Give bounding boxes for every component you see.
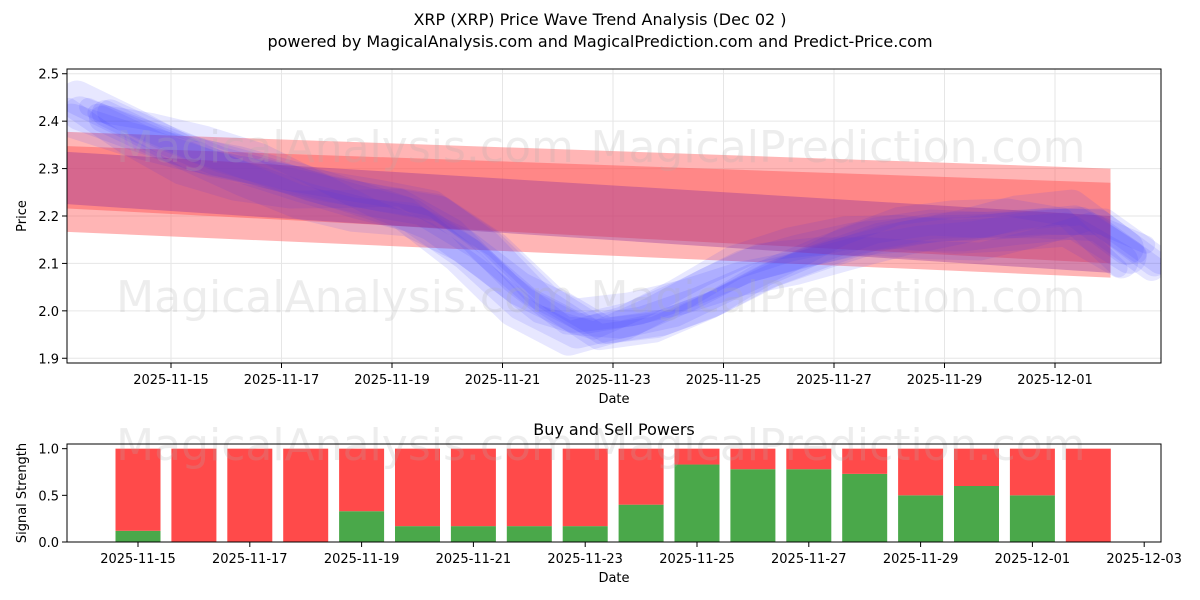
price-wave-band — [79, 97, 1147, 335]
sell-bar — [674, 448, 720, 465]
sell-bar — [842, 448, 888, 474]
price-y-tick-label: 2.4 — [38, 115, 59, 130]
power-x-tick-label: 2025-11-19 — [324, 552, 400, 567]
power-y-label: Signal Strength — [15, 443, 30, 543]
power-plot-frame — [66, 443, 1162, 543]
price-y-tick-label: 2.2 — [38, 210, 59, 225]
buy-bar — [506, 526, 552, 542]
price-wave-band — [91, 100, 1161, 345]
price-x-label: Date — [598, 392, 629, 407]
price-chart: MagicalAnalysis.com MagicalPrediction.co… — [15, 68, 1162, 407]
chart-subtitle: powered by MagicalAnalysis.com and Magic… — [267, 32, 932, 51]
watermark-prediction-top: MagicalPrediction.com — [591, 122, 1086, 173]
buy-bar — [1009, 495, 1055, 542]
buy-bar — [450, 526, 496, 542]
power-x-tick-label: 2025-11-29 — [883, 552, 959, 567]
sell-bar — [171, 448, 217, 542]
power-x-tick-label: 2025-11-21 — [436, 552, 512, 567]
sell-bar — [283, 448, 329, 542]
power-x-tick-label: 2025-11-15 — [100, 552, 176, 567]
chart-title: XRP (XRP) Price Wave Trend Analysis (Dec… — [413, 10, 786, 29]
buy-bar — [618, 504, 664, 542]
buy-bar — [115, 530, 161, 542]
sell-bar — [618, 448, 664, 505]
sell-bar — [450, 448, 496, 527]
power-x-tick-label: 2025-12-01 — [995, 552, 1071, 567]
power-x-tick-label: 2025-11-25 — [659, 552, 735, 567]
sell-bar — [115, 448, 161, 531]
price-wave-band — [97, 99, 1161, 344]
price-wave-band — [67, 96, 1147, 349]
price-y-tick-label: 1.9 — [38, 352, 59, 367]
trend-band-purple — [67, 151, 1111, 273]
power-y-tick-label: 0.5 — [38, 489, 59, 504]
sell-bar — [227, 448, 273, 542]
price-wave-layer — [67, 80, 1161, 356]
price-wave-band — [87, 103, 1156, 340]
buy-bar — [562, 526, 608, 542]
watermark-analysis-top: MagicalAnalysis.com — [116, 122, 574, 173]
sell-bar — [786, 448, 832, 470]
buy-bar — [339, 511, 385, 542]
sell-bar — [562, 448, 608, 527]
buy-bar — [674, 464, 720, 542]
power-x-tick-label: 2025-12-03 — [1106, 552, 1182, 567]
watermark-prediction-bottom: MagicalPrediction.com — [591, 420, 1086, 471]
price-wave-band — [67, 103, 1139, 356]
sell-bar — [1065, 448, 1111, 542]
price-x-tick-label: 2025-11-19 — [354, 373, 430, 388]
price-y-tick-label: 2.5 — [38, 68, 59, 83]
price-y-tick-label: 2.0 — [38, 305, 59, 320]
price-y-tick-label: 2.3 — [38, 163, 59, 178]
power-chart: Buy and Sell Powers MagicalAnalysis.com … — [15, 420, 1182, 586]
power-x-label: Date — [598, 571, 629, 586]
price-x-tick-label: 2025-11-29 — [907, 373, 983, 388]
watermark-analysis-mid: MagicalAnalysis.com — [116, 272, 574, 323]
price-x-ticks: 2025-11-15 2025-11-17 2025-11-19 2025-11-21… — [133, 363, 1093, 388]
price-x-tick-label: 2025-11-25 — [686, 373, 762, 388]
buy-bar — [954, 486, 999, 542]
price-y-ticks: 1.9 2.0 2.1 2.2 2.3 2.4 2.5 — [38, 68, 67, 367]
sell-bar — [506, 448, 552, 527]
sell-bar — [395, 448, 440, 527]
trend-band-red-inner — [67, 146, 1111, 264]
price-y-tick-label: 2.1 — [38, 257, 59, 272]
power-y-tick-label: 1.0 — [38, 443, 59, 458]
power-bars — [115, 448, 1111, 542]
buy-bar — [730, 469, 776, 542]
price-wave-band — [67, 97, 1128, 339]
price-x-tick-label: 2025-12-01 — [1017, 373, 1093, 388]
price-x-tick-label: 2025-11-17 — [244, 373, 320, 388]
power-x-tick-label: 2025-11-23 — [547, 552, 623, 567]
buy-bar — [898, 495, 944, 542]
sell-bar — [954, 448, 999, 486]
power-y-ticks: 0.0 0.5 1.0 — [38, 443, 67, 551]
price-wave-band — [88, 105, 1161, 351]
power-x-tick-label: 2025-11-27 — [771, 552, 847, 567]
power-chart-title: Buy and Sell Powers — [533, 420, 695, 439]
price-y-label: Price — [15, 200, 30, 232]
buy-bar — [842, 473, 888, 542]
buy-bar — [395, 526, 440, 542]
power-y-tick-label: 0.0 — [38, 536, 59, 551]
price-x-tick-label: 2025-11-23 — [575, 373, 651, 388]
price-x-tick-label: 2025-11-15 — [133, 373, 209, 388]
watermark-prediction-mid: MagicalPrediction.com — [591, 272, 1086, 323]
power-x-ticks: 2025-11-15 2025-11-17 2025-11-19 2025-11-21… — [100, 542, 1182, 567]
sell-bar — [730, 448, 776, 470]
sell-bar — [339, 448, 385, 512]
price-wave-bands — [67, 80, 1161, 356]
price-wave-band — [67, 80, 1144, 333]
price-x-tick-label: 2025-11-27 — [796, 373, 872, 388]
sell-bar — [898, 448, 944, 496]
price-x-tick-label: 2025-11-21 — [465, 373, 541, 388]
buy-bar — [786, 469, 832, 542]
sell-bar — [1009, 448, 1055, 496]
watermark-analysis-bottom: MagicalAnalysis.com — [116, 420, 574, 471]
power-x-tick-label: 2025-11-17 — [212, 552, 288, 567]
